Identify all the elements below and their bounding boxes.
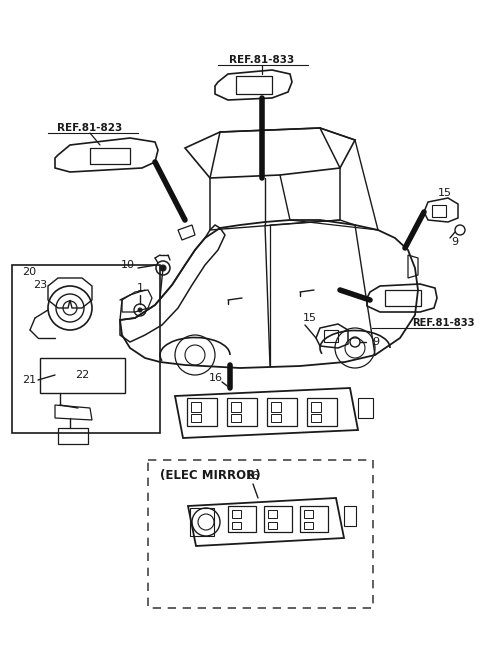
Bar <box>324 330 338 342</box>
Text: 20: 20 <box>22 267 36 277</box>
Bar <box>231 402 241 412</box>
Text: 9: 9 <box>451 237 458 247</box>
Text: 1: 1 <box>136 283 144 293</box>
Bar <box>232 522 241 529</box>
Bar <box>12 265 160 433</box>
Bar <box>228 506 256 532</box>
Circle shape <box>138 308 142 312</box>
Text: 9: 9 <box>372 337 379 347</box>
Circle shape <box>160 265 166 271</box>
Bar <box>300 506 328 532</box>
Text: REF.81-833: REF.81-833 <box>412 318 475 328</box>
Bar <box>231 414 241 422</box>
Bar <box>344 506 356 526</box>
Bar <box>268 510 277 518</box>
Bar <box>304 522 313 529</box>
Bar <box>232 510 241 518</box>
Text: 10: 10 <box>121 260 135 270</box>
Bar <box>58 428 88 444</box>
Bar <box>311 414 321 422</box>
Bar <box>40 358 125 393</box>
Text: (ELEC MIRROR): (ELEC MIRROR) <box>160 468 261 481</box>
Bar <box>268 522 277 529</box>
Text: 23: 23 <box>33 280 47 290</box>
Text: 21: 21 <box>22 375 36 385</box>
Bar <box>190 508 214 536</box>
Bar <box>311 402 321 412</box>
Bar <box>271 402 281 412</box>
Text: REF.81-833: REF.81-833 <box>229 55 295 65</box>
Bar <box>307 398 337 426</box>
Text: 16: 16 <box>209 373 223 383</box>
Text: 16: 16 <box>246 471 260 481</box>
Bar <box>432 205 446 217</box>
Bar <box>191 402 201 412</box>
Text: 22: 22 <box>75 370 89 380</box>
Bar <box>187 398 217 426</box>
Text: REF.81-823: REF.81-823 <box>58 123 122 133</box>
Bar <box>90 148 130 164</box>
Bar <box>385 290 421 306</box>
Text: 15: 15 <box>303 313 317 323</box>
Bar <box>264 506 292 532</box>
Bar <box>358 398 373 418</box>
Bar <box>271 414 281 422</box>
Bar <box>267 398 297 426</box>
Text: 15: 15 <box>438 188 452 198</box>
Bar <box>236 76 272 94</box>
Bar <box>191 414 201 422</box>
Bar <box>227 398 257 426</box>
Bar <box>304 510 313 518</box>
